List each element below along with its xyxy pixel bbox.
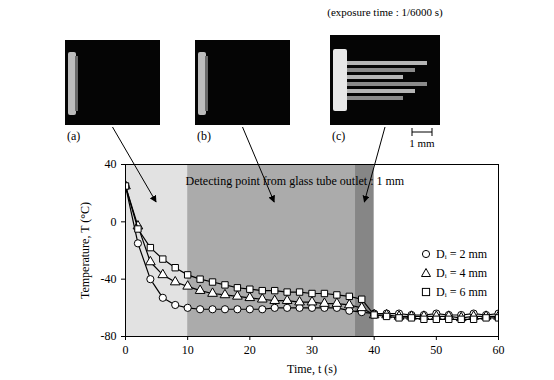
svg-text:40: 40 bbox=[368, 343, 380, 357]
svg-text:40: 40 bbox=[105, 157, 117, 171]
svg-text:-80: -80 bbox=[101, 329, 117, 343]
svg-text:30: 30 bbox=[306, 343, 318, 357]
svg-text:0: 0 bbox=[123, 343, 129, 357]
svg-text:0: 0 bbox=[111, 215, 117, 229]
svg-text:Dᵢ = 2 mm: Dᵢ = 2 mm bbox=[436, 247, 488, 261]
svg-text:Detecting point from glass tub: Detecting point from glass tube outlet :… bbox=[186, 174, 405, 188]
svg-text:10: 10 bbox=[182, 343, 194, 357]
svg-text:60: 60 bbox=[493, 343, 505, 357]
svg-text:50: 50 bbox=[430, 343, 442, 357]
svg-text:(b): (b) bbox=[197, 129, 211, 143]
svg-text:-40: -40 bbox=[101, 272, 117, 286]
svg-text:1 mm: 1 mm bbox=[409, 137, 435, 149]
svg-text:(a): (a) bbox=[67, 129, 80, 143]
svg-text:Temperature, T (°C): Temperature, T (°C) bbox=[78, 202, 92, 299]
svg-text:Dᵢ = 6 mm: Dᵢ = 6 mm bbox=[436, 285, 488, 299]
svg-text:20: 20 bbox=[244, 343, 256, 357]
svg-text:Time, t (s): Time, t (s) bbox=[287, 362, 337, 376]
svg-text:(c): (c) bbox=[332, 129, 345, 143]
svg-text:Dᵢ = 4 mm: Dᵢ = 4 mm bbox=[436, 266, 488, 280]
svg-text:(exposure time : 1/6000 s): (exposure time : 1/6000 s) bbox=[327, 6, 443, 19]
